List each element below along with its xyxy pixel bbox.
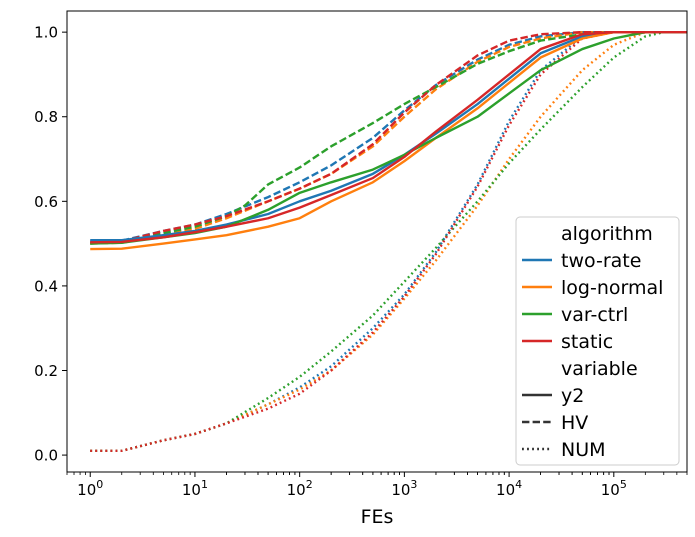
series-line-static-y2 [90,30,687,244]
legend-label-y2: y2 [561,385,584,407]
y-tick-label: 1.0 [34,24,58,42]
series-line-two-rate-y2 [90,30,687,242]
series-line-static-hv [90,30,646,244]
legend-box [515,216,680,466]
series-layer [90,30,687,453]
legend-label-hv: HV [561,412,588,434]
y-tick-label: 0.0 [34,447,58,465]
x-tick-label: 104 [496,478,522,499]
x-tick-label: 102 [287,478,313,499]
legend-label-var-ctrl: var-ctrl [561,304,628,326]
legend-label-two-rate: two-rate [561,250,641,272]
y-tick-label: 0.2 [34,362,58,380]
x-tick-label: 105 [601,478,627,499]
legend: algorithm two-rate log-normal var-ctrl stati… [515,216,680,466]
x-tick-label: 101 [182,478,208,499]
plot-frame [66,10,688,473]
legend-label-algorithm: algorithm [561,223,653,245]
y-tick-label: 0.6 [34,193,58,211]
y-tick-label: 0.4 [34,277,58,295]
legend-label-variable: variable [561,358,638,380]
tick-layer: 100 101 102 103 104 105 0.0 0.2 0.4 0.6 0.8 1.0 [34,24,688,499]
series-line-log-normal-y2 [90,30,687,251]
legend-label-log-normal: log-normal [561,277,663,299]
series-line-var-ctrl-hv [90,30,646,245]
x-tick-label: 103 [391,478,417,499]
x-tick-label: 100 [77,478,103,499]
legend-label-static: static [561,331,613,353]
series-line-log-normal-hv [90,30,646,245]
x-axis-label: FEs [361,506,394,528]
legend-label-num: NUM [561,439,606,461]
y-tick-label: 0.8 [34,108,58,126]
